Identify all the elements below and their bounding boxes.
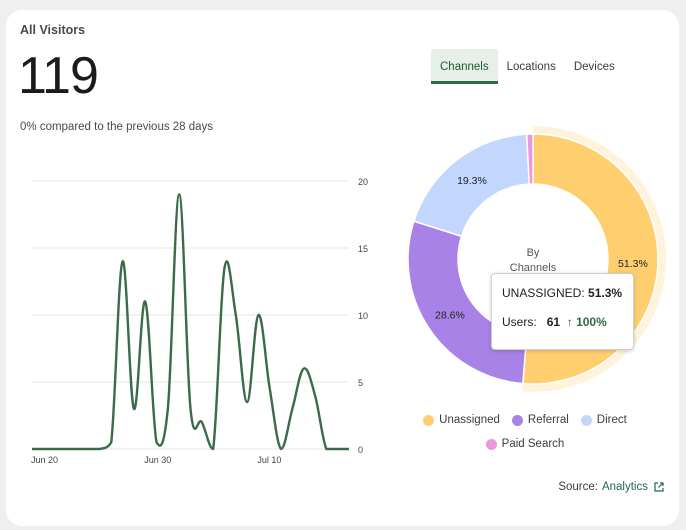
series-line[interactable] (32, 193, 349, 451)
y-tick-label: 15 (358, 244, 368, 254)
source-label: Source: (558, 481, 598, 493)
tab-devices[interactable]: Devices (573, 60, 615, 73)
tooltip-users-label: Users: (502, 315, 537, 329)
legend-label: Paid Search (501, 438, 565, 450)
tooltip-label: UNASSIGNED: (502, 286, 585, 300)
x-tick-label: Jul 10 (257, 455, 281, 465)
external-link-icon[interactable] (654, 482, 664, 492)
slice-data-label: 19.3% (457, 175, 487, 187)
legend-dot (580, 414, 592, 426)
legend-label: Referral (527, 414, 569, 426)
pie-slice[interactable] (525, 133, 534, 185)
slice-data-label: 51.3% (618, 258, 648, 270)
breakdown-tabs: Channels Locations Devices (431, 49, 624, 84)
legend-item-referral[interactable]: Referral (511, 414, 569, 426)
tooltip-users-value: 61 (546, 315, 561, 329)
legend-dot (423, 414, 435, 426)
tooltip-title-row: UNASSIGNED: 51.3% (502, 286, 623, 300)
chart-tooltip: UNASSIGNED: 51.3% Users: 61 ↑ 100% (491, 273, 634, 350)
legend-item-paid-search[interactable]: Paid Search (485, 438, 565, 450)
tooltip-percent: 51.3% (588, 286, 623, 300)
tab-locations[interactable]: Locations (506, 60, 556, 73)
arrow-up-icon: ↑ (563, 315, 573, 329)
donut-center-line-1: By (527, 247, 540, 259)
legend-dot (485, 438, 497, 450)
tooltip-users-row: Users: 61 ↑ 100% (502, 315, 623, 329)
y-tick-label: 10 (358, 311, 368, 321)
chart-legend: Unassigned Referral Direct Paid Search (420, 414, 630, 462)
legend-item-direct[interactable]: Direct (580, 414, 627, 426)
y-tick-label: 5 (358, 378, 363, 388)
source-line: Source: Analytics (558, 481, 664, 493)
visitor-total: 119 (18, 47, 99, 105)
donut-center-line-2: Channels (510, 262, 557, 274)
y-tick-label: 0 (358, 445, 363, 455)
legend-dot (511, 414, 523, 426)
legend-item-unassigned[interactable]: Unassigned (423, 414, 500, 426)
legend-label: Direct (596, 414, 627, 426)
tab-channels[interactable]: Channels (431, 49, 498, 84)
analytics-link[interactable]: Analytics (601, 481, 648, 493)
all-visitors-card (6, 10, 679, 526)
tooltip-change: 100% (576, 315, 607, 329)
card-title: All Visitors (20, 23, 86, 37)
x-tick-label: Jun 20 (31, 455, 58, 465)
comparison-text: 0% compared to the previous 28 days (20, 121, 214, 133)
x-tick-label: Jun 30 (144, 455, 171, 465)
y-tick-label: 20 (358, 177, 368, 187)
legend-label: Unassigned (439, 414, 500, 426)
slice-data-label: 28.6% (435, 310, 465, 322)
